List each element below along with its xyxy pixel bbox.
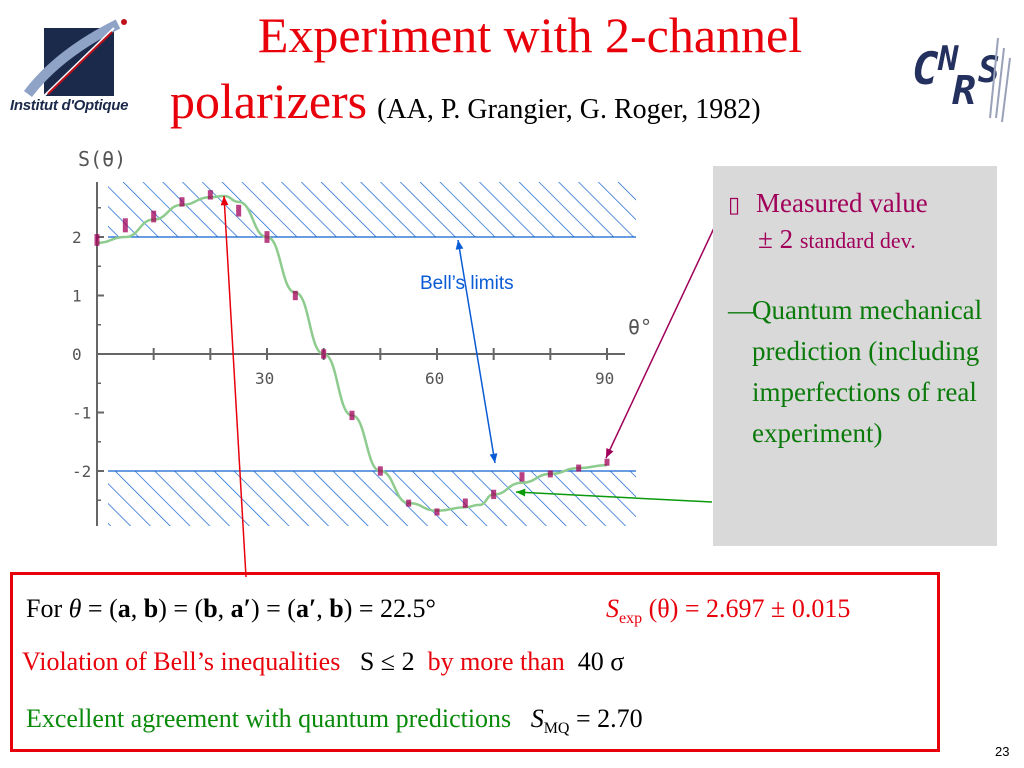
violation-text: Violation of Bell’s inequalities (22, 647, 341, 676)
bell-inequality: S ≤ 2 (359, 647, 415, 676)
vector-a: a (117, 594, 131, 623)
measured-point (547, 470, 553, 478)
comma: , (316, 594, 330, 623)
y-tick-label: -2 (72, 462, 91, 481)
results-box (10, 572, 940, 752)
measured-point (179, 197, 185, 207)
y-tick-label: 0 (72, 345, 82, 364)
institut-optique-logo-text: Institut d'Optique (10, 97, 129, 114)
angle-value: ) = 22.5° (343, 594, 436, 623)
bell-lower-zone (108, 471, 636, 526)
y-tick-label: -1 (72, 404, 91, 423)
vector-b: b (203, 594, 218, 623)
agreement-statement: Excellent agreement with quantum predict… (26, 703, 643, 745)
vector-b: b (143, 594, 159, 623)
measured-point (604, 458, 610, 466)
y-axis-label: S(θ) (78, 147, 126, 171)
s-exp-subscript: exp (619, 610, 643, 628)
measured-point (462, 498, 468, 508)
measured-point (236, 204, 242, 217)
page-number: 23 (995, 744, 1010, 759)
measured-point (349, 410, 355, 421)
eq-part: ) = ( (158, 594, 204, 623)
s-symbol: S (606, 594, 619, 623)
max-point-arrow-head (220, 196, 229, 206)
measured-point (122, 218, 128, 233)
x-tick-label: 60 (425, 369, 444, 388)
for-label: For (26, 594, 63, 623)
slide-title-continuation: polarizers (170, 73, 368, 129)
vector-a-prime: a′ (295, 594, 317, 623)
max-point-arrow (223, 195, 247, 578)
bell-limits-arrow-head (455, 240, 464, 250)
measured-point (434, 508, 440, 516)
legend-measured-pm: ± 2 (758, 224, 794, 254)
s-symbol: S (530, 704, 544, 733)
measured-point (207, 190, 213, 200)
bell-limits-label: Bell’s limits (420, 273, 514, 294)
violation-sigma: 40 σ (577, 647, 625, 676)
measured-legend-arrow (605, 227, 715, 459)
svg-text:C: C (912, 44, 939, 95)
citation: (AA, P. Grangier, G. Roger, 1982) (377, 94, 761, 125)
bell-upper-zone (108, 182, 636, 237)
qm-legend-arrow (515, 491, 713, 503)
s-mq-value: = 2.70 (569, 704, 643, 733)
legend-measured-label: Measured value (756, 188, 928, 218)
angle-condition: For θ = (a, b) = (b, a′) = (a′, b) = 22.… (26, 593, 436, 625)
x-axis-label: θ° (628, 315, 652, 339)
x-tick-label: 30 (255, 369, 274, 388)
qm-legend-arrow-head (516, 488, 526, 497)
slide-title-line2: polarizers (AA, P. Grangier, G. Roger, 19… (170, 72, 761, 139)
violation-more: by more than (427, 647, 565, 676)
measured-point (321, 349, 327, 359)
eq-part: ) = ( (250, 594, 296, 623)
measured-point (292, 290, 298, 301)
legend-measured-sub: standard dev. (799, 228, 916, 253)
svg-text:R: R (952, 68, 976, 114)
vector-a-prime: a′ (230, 594, 251, 623)
violation-statement: Violation of Bell’s inequalities S ≤ 2 b… (22, 646, 624, 678)
qm-line-icon: — (728, 295, 755, 325)
svg-text:N: N (937, 39, 959, 79)
measured-point (151, 210, 157, 223)
legend-box (713, 166, 997, 546)
comma: , (217, 594, 231, 623)
slide-title: Experiment with 2-channel (257, 7, 803, 63)
measured-point (491, 489, 497, 500)
x-tick-label: 90 (595, 369, 614, 388)
vector-b: b (329, 594, 344, 623)
comma: , (130, 594, 144, 623)
s-exp-result: Sexp (θ) = 2.697 ± 0.015 (606, 593, 850, 635)
qm-prediction-curve (96, 194, 608, 513)
measured-point (576, 464, 582, 472)
legend-qm-label: Quantum mechanical prediction (including… (752, 295, 983, 448)
legend-measured: ▯ Measured value ± 2 standard dev. (728, 186, 928, 258)
institut-optique-logo (24, 19, 127, 98)
measured-point (264, 231, 270, 243)
measured-legend-arrow-head (606, 448, 614, 458)
bell-limits-arrow-head (489, 453, 498, 463)
eq-part: = ( (81, 594, 118, 623)
measured-point (406, 499, 412, 507)
s-exp-value: (θ) = 2.697 ± 0.015 (648, 594, 851, 623)
theta-symbol: θ (68, 594, 82, 623)
agreement-text: Excellent agreement with quantum predict… (26, 704, 512, 733)
cnrs-logo: C N R S (912, 37, 1011, 123)
bell-limits-arrow (457, 239, 496, 464)
measured-point (377, 466, 383, 476)
y-tick-label: 2 (72, 228, 82, 247)
measured-point (519, 472, 525, 482)
s-mq-subscript: MQ (543, 720, 570, 738)
measured-point-icon: ▯ (728, 192, 741, 217)
legend-qm: — Quantum mechanical prediction (includi… (728, 290, 988, 454)
y-tick-label: 1 (72, 287, 82, 306)
measured-point (94, 234, 100, 246)
